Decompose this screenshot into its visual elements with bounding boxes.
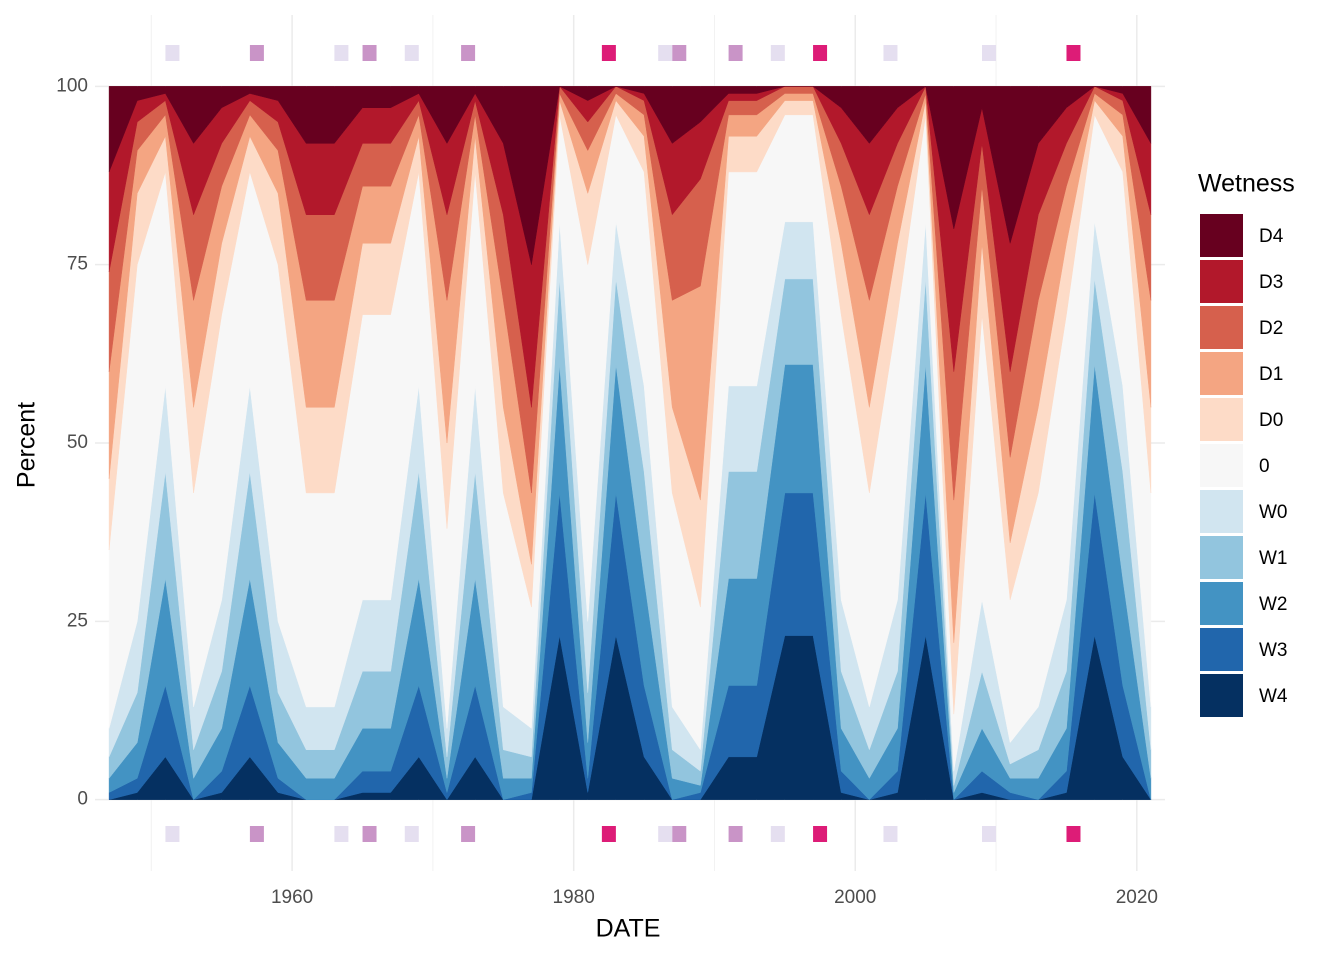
event-marker <box>601 826 616 842</box>
x-tick-label: 2000 <box>834 887 876 908</box>
legend-key <box>1200 674 1243 717</box>
event-marker <box>813 45 828 61</box>
event-marker <box>165 45 180 61</box>
event-marker <box>982 826 997 842</box>
legend-label: W2 <box>1259 594 1288 615</box>
legend-key <box>1200 214 1243 257</box>
x-axis-label: DATE <box>596 915 661 943</box>
x-tick-label: 1980 <box>553 887 595 908</box>
event-marker <box>165 826 180 842</box>
legend-label: W4 <box>1259 686 1288 707</box>
event-marker <box>728 45 743 61</box>
legend-label: W3 <box>1259 640 1288 661</box>
legend-key <box>1200 444 1243 487</box>
legend-key <box>1200 536 1243 579</box>
event-marker <box>658 826 673 842</box>
event-marker <box>770 826 785 842</box>
legend-label: D0 <box>1259 410 1283 431</box>
event-marker <box>404 826 419 842</box>
event-marker <box>770 45 785 61</box>
y-tick-label: 0 <box>77 789 88 810</box>
y-tick-label: 25 <box>67 610 88 631</box>
y-tick-label: 50 <box>67 432 88 453</box>
x-tick-label: 1960 <box>271 887 313 908</box>
event-marker <box>672 45 687 61</box>
legend-label: D4 <box>1259 226 1284 247</box>
legend-key <box>1200 260 1243 303</box>
event-marker <box>883 45 898 61</box>
legend-label: D3 <box>1259 272 1283 293</box>
event-marker <box>728 826 743 842</box>
legend-label: 0 <box>1259 456 1270 477</box>
event-marker <box>334 45 349 61</box>
y-tick-label: 75 <box>67 254 88 275</box>
legend-key <box>1200 398 1243 441</box>
event-marker <box>601 45 616 61</box>
legend-title: Wetness <box>1198 170 1295 198</box>
area <box>108 85 1152 265</box>
event-marker <box>1066 826 1081 842</box>
event-marker <box>249 45 264 61</box>
event-marker <box>883 826 898 842</box>
legend-label: W1 <box>1259 548 1288 569</box>
markers <box>165 45 1081 842</box>
event-marker <box>334 826 349 842</box>
legend-key <box>1200 582 1243 625</box>
event-marker <box>362 826 377 842</box>
event-marker <box>404 45 419 61</box>
y-tick-label: 100 <box>56 75 88 96</box>
legend-key <box>1200 490 1243 533</box>
x-tick-label: 2020 <box>1116 887 1158 908</box>
event-marker <box>813 826 828 842</box>
legend-label: W0 <box>1259 502 1288 523</box>
event-marker <box>672 826 687 842</box>
event-marker <box>461 45 476 61</box>
event-marker <box>362 45 377 61</box>
legend-label: D1 <box>1259 364 1283 385</box>
legend-key <box>1200 628 1243 671</box>
event-marker <box>658 45 673 61</box>
legend-key <box>1200 306 1243 349</box>
event-marker <box>249 826 264 842</box>
legend-label: D2 <box>1259 318 1283 339</box>
event-marker <box>982 45 997 61</box>
event-marker <box>1066 45 1081 61</box>
event-marker <box>461 826 476 842</box>
legend: D4 D3 D2 D1 D0 0 W0 W1 W2 W3 W4 <box>1200 214 1288 717</box>
legend-key <box>1200 352 1243 395</box>
y-axis-label: Percent <box>13 402 41 488</box>
areas <box>108 85 1152 801</box>
